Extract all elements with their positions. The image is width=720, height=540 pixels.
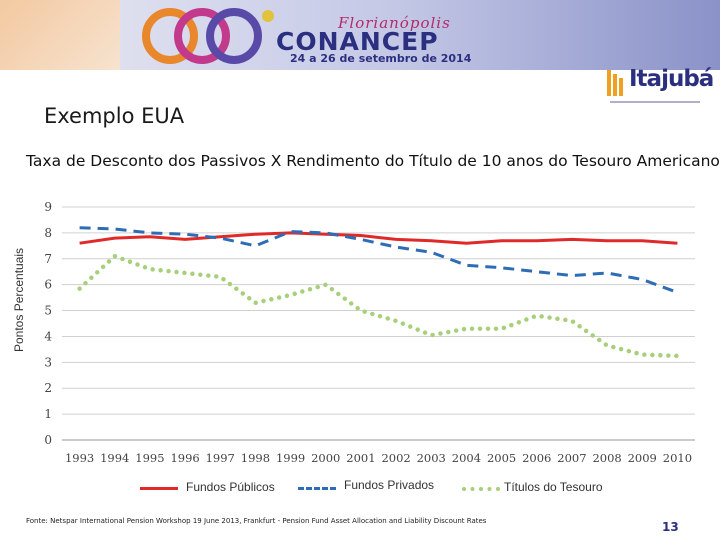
x-tick-label: 2005: [487, 451, 516, 465]
x-tick-label: 2003: [417, 451, 446, 465]
legend-label-treasury: Títulos do Tesouro: [504, 480, 603, 494]
series-line-treasury: [77, 253, 680, 359]
itajuba-logo-icon: [607, 70, 623, 96]
x-tick-label: 1996: [170, 451, 199, 465]
sponsor-name: Itajubá: [629, 66, 714, 92]
series-line-public: [79, 231, 678, 245]
chart-title: Taxa de Desconto dos Passivos X Rendimen…: [26, 152, 720, 170]
header-banner: [0, 0, 720, 70]
x-tick-label: 1995: [135, 451, 164, 465]
y-tick-label: 9: [44, 200, 52, 214]
x-tick-label: 1994: [100, 451, 129, 465]
y-tick-label: 7: [44, 252, 52, 266]
series-line-private: [79, 226, 678, 294]
y-tick-label: 0: [44, 433, 52, 447]
page-number: 13: [662, 520, 679, 534]
chart-legend: Fundos Públicos Fundos Privados Títulos …: [0, 478, 720, 498]
slide-title: Exemplo EUA: [44, 104, 185, 128]
y-tick-label: 6: [44, 278, 52, 292]
legend-swatch-private: [298, 487, 336, 490]
x-tick-label: 2010: [663, 451, 692, 465]
x-tick-label: 1999: [276, 451, 305, 465]
header-city: Florianópolis: [338, 14, 451, 32]
conference-logo-icon: [142, 8, 274, 64]
y-tick-label: 2: [44, 381, 52, 395]
legend-swatch-public: [140, 487, 178, 490]
x-tick-label: 1998: [241, 451, 270, 465]
source-note: Fonte: Netspar International Pension Wor…: [26, 517, 487, 525]
x-tick-label: 2001: [346, 451, 375, 465]
header-brand: CONANCEP: [276, 27, 439, 56]
header-pattern: [0, 0, 120, 70]
legend-label-public: Fundos Públicos: [186, 480, 275, 494]
y-tick-label: 3: [44, 355, 52, 369]
y-tick-label: 5: [44, 304, 52, 318]
legend-swatch-treasury: [462, 487, 500, 491]
legend-label-private: Fundos Privados: [344, 478, 435, 492]
line-chart: 0 1 2 3 4 5 6 7 8 9 1993 1994 1995 1996 1997 1998 1999 20…: [44, 200, 695, 465]
header-dates: 24 a 26 de setembro de 2014: [290, 52, 472, 65]
x-tick-label: 2002: [381, 451, 410, 465]
x-tick-label: 2006: [522, 451, 551, 465]
x-tick-label: 2008: [592, 451, 621, 465]
x-tick-label: 2007: [557, 451, 586, 465]
y-tick-label: 4: [44, 329, 52, 343]
x-tick-label: 2004: [452, 451, 481, 465]
x-tick-label: 1993: [65, 451, 94, 465]
y-tick-label: 1: [44, 407, 52, 421]
y-tick-label: 8: [44, 226, 52, 240]
sponsor-underline: [610, 101, 700, 103]
x-tick-label: 1997: [206, 451, 235, 465]
x-tick-label: 2009: [628, 451, 657, 465]
x-tick-label: 2000: [311, 451, 340, 465]
